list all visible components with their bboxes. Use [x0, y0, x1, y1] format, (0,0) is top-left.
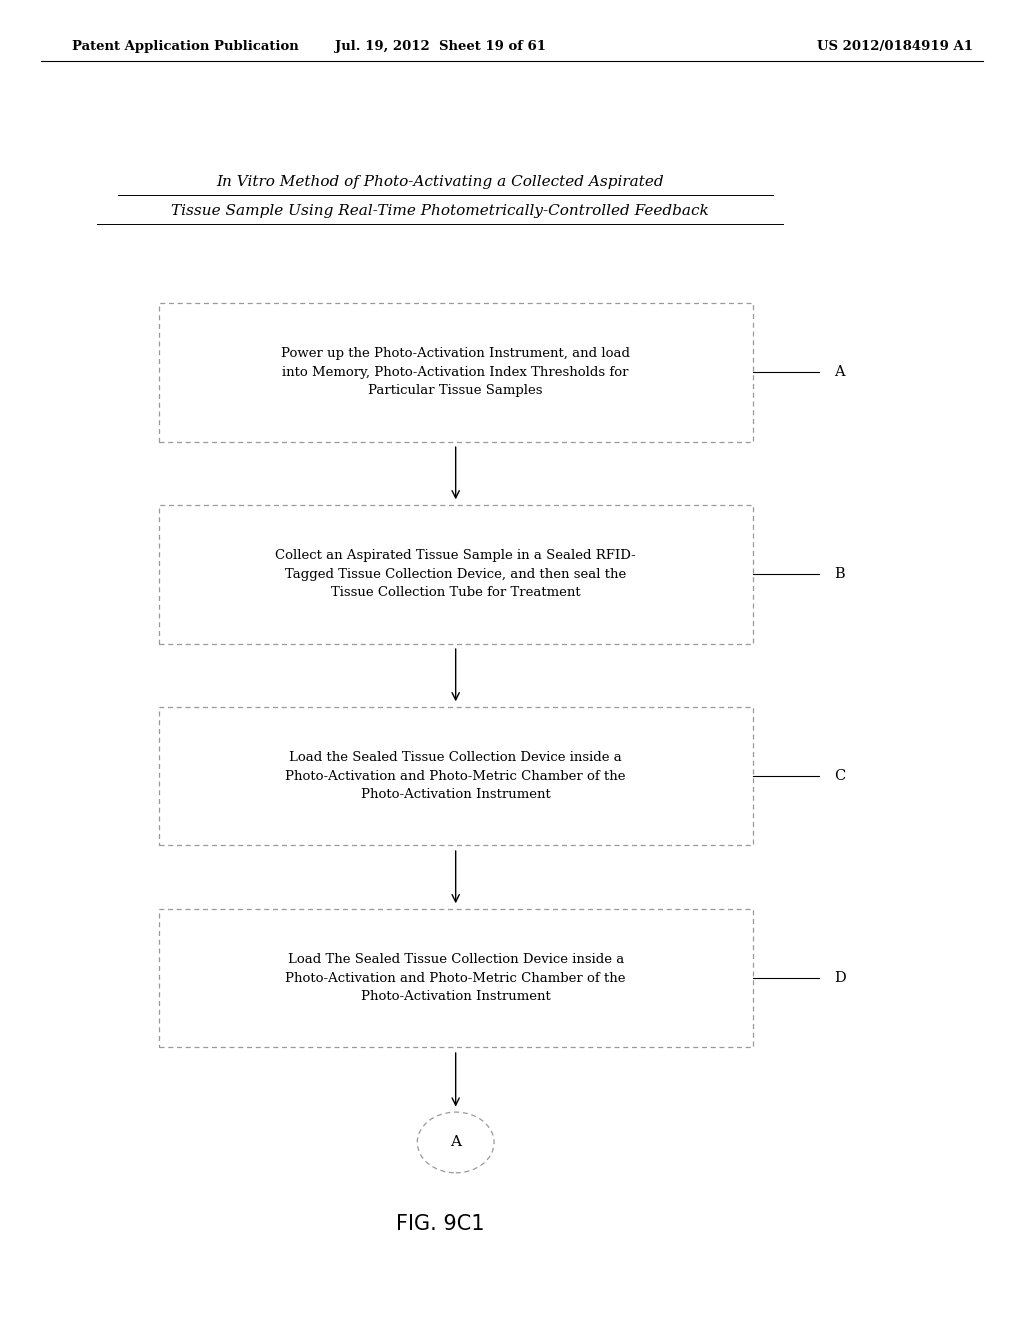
Text: US 2012/0184919 A1: US 2012/0184919 A1 [817, 40, 973, 53]
Text: Collect an Aspirated Tissue Sample in a Sealed RFID-
Tagged Tissue Collection De: Collect an Aspirated Tissue Sample in a … [275, 549, 636, 599]
Text: A: A [451, 1135, 461, 1150]
Text: C: C [835, 770, 846, 783]
FancyBboxPatch shape [159, 708, 753, 846]
Text: A: A [835, 366, 845, 379]
Text: Load The Sealed Tissue Collection Device inside a
Photo-Activation and Photo-Met: Load The Sealed Tissue Collection Device… [286, 953, 626, 1003]
FancyBboxPatch shape [159, 304, 753, 441]
Text: Load the Sealed Tissue Collection Device inside a
Photo-Activation and Photo-Met: Load the Sealed Tissue Collection Device… [286, 751, 626, 801]
Text: FIG. 9C1: FIG. 9C1 [396, 1213, 484, 1234]
Text: In Vitro Method of Photo-Activating a Collected Aspirated: In Vitro Method of Photo-Activating a Co… [216, 176, 665, 189]
Ellipse shape [418, 1111, 494, 1172]
FancyBboxPatch shape [159, 908, 753, 1048]
Text: B: B [835, 568, 845, 581]
Text: Patent Application Publication: Patent Application Publication [72, 40, 298, 53]
Text: Tissue Sample Using Real-Time Photometrically-Controlled Feedback: Tissue Sample Using Real-Time Photometri… [171, 205, 710, 218]
FancyBboxPatch shape [159, 506, 753, 644]
Text: Power up the Photo-Activation Instrument, and load
into Memory, Photo-Activation: Power up the Photo-Activation Instrument… [282, 347, 630, 397]
Text: D: D [835, 972, 846, 985]
Text: Jul. 19, 2012  Sheet 19 of 61: Jul. 19, 2012 Sheet 19 of 61 [335, 40, 546, 53]
